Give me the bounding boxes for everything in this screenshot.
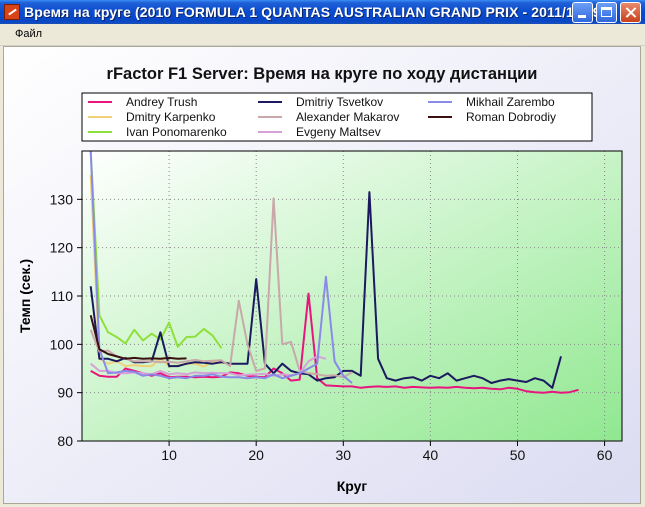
series-line-dmitriy-tsvetkov [89, 191, 562, 389]
y-tick-label: 100 [50, 336, 74, 352]
y-tick-label: 120 [50, 240, 74, 256]
chart-title: rFactor F1 Server: Время на круге по ход… [107, 65, 538, 83]
close-button[interactable] [620, 2, 641, 23]
legend-entry: Evgeny Maltsev [296, 125, 381, 139]
grid [82, 151, 622, 442]
series-line-ivan-ponomarenko [89, 151, 223, 349]
series-line-evgeny-maltsev [90, 355, 327, 377]
y-axis-label: Темп (сек.) [17, 259, 33, 333]
y-tick-label: 90 [57, 385, 73, 401]
legend-entry: Andrey Trush [126, 95, 197, 109]
series-group [89, 151, 579, 394]
chart-frame: rFactor F1 Server: Время на круге по ход… [3, 46, 641, 504]
x-tick-label: 30 [336, 447, 352, 463]
y-tick-label: 110 [51, 288, 74, 304]
series-line-roman-dobrodiy [89, 315, 187, 360]
x-tick-label: 60 [597, 447, 613, 463]
legend-entry: Roman Dobrodiy [466, 110, 556, 124]
menu-file[interactable]: Файл [15, 28, 43, 40]
legend-entry: Mikhail Zarembo [466, 95, 555, 109]
minimize-button[interactable] [572, 2, 593, 23]
window-title: Время на круге (2010 FORMULA 1 QUANTAS A… [24, 4, 617, 20]
menu-bar: Файл [0, 24, 645, 46]
lap-time-chart: rFactor F1 Server: Время на круге по ход… [4, 47, 640, 503]
legend-entry: Dmitry Karpenko [126, 110, 216, 124]
title-bar: Время на круге (2010 FORMULA 1 QUANTAS A… [0, 0, 645, 24]
series-line-alexander-makarov [89, 197, 353, 379]
legend-entry: Ivan Ponomarenko [126, 125, 227, 139]
series-line-mikhail-zarembo [89, 151, 353, 384]
y-tick-label: 80 [57, 433, 73, 449]
y-tick-label: 130 [50, 191, 74, 207]
x-axis-label: Круг [337, 478, 368, 494]
legend-entry: Dmitriy Tsvetkov [296, 95, 383, 109]
maximize-button[interactable] [596, 2, 617, 23]
app-icon [4, 4, 20, 20]
axes: 10 20 30 40 50 60 80 90 100 110 120 130 [50, 191, 613, 463]
x-tick-label: 50 [510, 447, 526, 463]
legend-box [81, 92, 593, 142]
x-tick-label: 40 [423, 447, 439, 463]
x-tick-label: 10 [161, 447, 177, 463]
x-tick-label: 20 [248, 447, 264, 463]
legend-entry: Alexander Makarov [296, 110, 399, 124]
